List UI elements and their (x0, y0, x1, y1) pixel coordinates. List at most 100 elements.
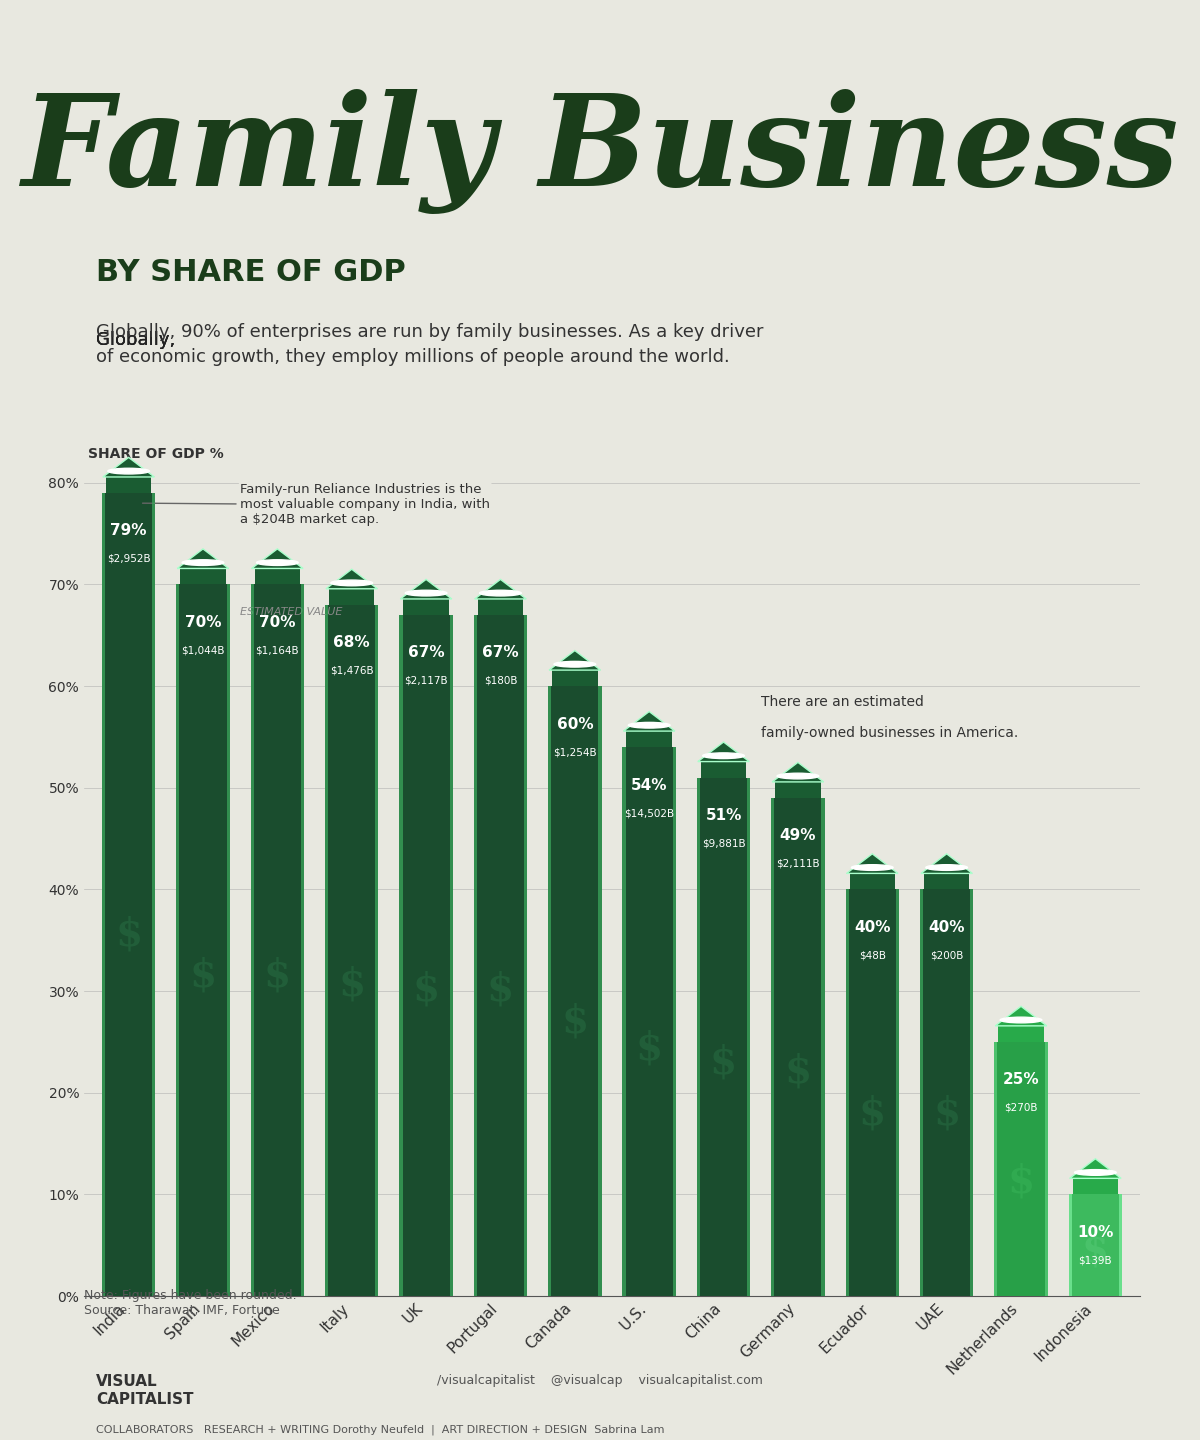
Bar (924, 874, 970, 890)
Circle shape (778, 773, 818, 779)
Bar (772, 798, 774, 1296)
Bar (673, 747, 676, 1296)
Bar (301, 585, 304, 1296)
Text: $2,117B: $2,117B (404, 675, 448, 685)
Text: 68%: 68% (334, 635, 370, 651)
Text: 51%: 51% (706, 808, 742, 824)
Text: Globally,: Globally, (96, 331, 181, 348)
Bar (697, 778, 700, 1296)
Bar (748, 778, 750, 1296)
Text: SHARE OF GDP %: SHARE OF GDP % (88, 446, 223, 461)
Circle shape (1074, 1169, 1116, 1175)
Bar (1044, 1043, 1048, 1296)
Text: 40%: 40% (929, 920, 965, 935)
Circle shape (182, 560, 224, 566)
Text: $: $ (338, 966, 365, 1004)
Text: $: $ (115, 916, 142, 953)
Text: $: $ (487, 971, 514, 1008)
Text: $2,952B: $2,952B (107, 554, 150, 564)
Bar (846, 890, 899, 1296)
Bar (697, 778, 750, 1296)
Bar (176, 585, 180, 1296)
Bar (822, 798, 824, 1296)
Bar (626, 732, 672, 747)
Polygon shape (624, 711, 674, 732)
Text: ESTIMATED VALUE: ESTIMATED VALUE (240, 608, 342, 616)
Bar (1069, 1194, 1122, 1296)
Bar (400, 615, 402, 1296)
Bar (599, 685, 601, 1296)
Text: $: $ (562, 1002, 588, 1041)
Text: Family-run Reliance Industries is the
most valuable company in India, with
a $20: Family-run Reliance Industries is the mo… (143, 484, 490, 527)
Circle shape (703, 753, 744, 759)
Circle shape (629, 723, 670, 729)
Text: $: $ (710, 1044, 737, 1081)
Polygon shape (995, 1007, 1046, 1025)
Text: Family Business: Family Business (22, 89, 1178, 213)
Bar (552, 670, 598, 685)
Text: $14,502B: $14,502B (624, 808, 674, 818)
Text: $: $ (190, 956, 216, 995)
Text: 10%: 10% (1078, 1225, 1114, 1240)
Polygon shape (401, 579, 452, 599)
Text: $: $ (413, 971, 439, 1008)
Circle shape (554, 661, 595, 667)
Polygon shape (252, 549, 304, 569)
Bar (623, 747, 625, 1296)
Circle shape (108, 468, 150, 474)
Polygon shape (178, 549, 229, 569)
Bar (102, 492, 106, 1296)
Text: VISUAL
CAPITALIST: VISUAL CAPITALIST (96, 1374, 193, 1407)
Text: $: $ (1008, 1162, 1034, 1201)
Bar (474, 615, 527, 1296)
Bar (227, 585, 229, 1296)
Text: There are an estimated: There are an estimated (761, 696, 928, 710)
Bar (623, 747, 676, 1296)
Bar (376, 605, 378, 1296)
Text: Globally,: Globally, (96, 331, 181, 348)
Text: Globally, 90% of enterprises are run by family businesses. As a key driver
of ec: Globally, 90% of enterprises are run by … (96, 323, 763, 366)
Bar (329, 589, 374, 605)
Text: 70%: 70% (185, 615, 221, 629)
Bar (920, 890, 923, 1296)
Circle shape (852, 864, 893, 870)
Circle shape (926, 864, 967, 870)
Polygon shape (1069, 1159, 1121, 1178)
Bar (478, 599, 523, 615)
Bar (548, 685, 551, 1296)
Circle shape (480, 590, 521, 596)
Bar (998, 1025, 1044, 1043)
Bar (450, 615, 452, 1296)
Circle shape (406, 590, 446, 596)
Bar (180, 569, 226, 585)
Bar (850, 874, 895, 890)
Polygon shape (550, 651, 600, 670)
Polygon shape (846, 854, 898, 874)
Text: $48B: $48B (859, 950, 886, 960)
Bar (251, 585, 304, 1296)
Text: 54%: 54% (631, 778, 667, 792)
Bar (102, 492, 155, 1296)
Text: $200B: $200B (930, 950, 964, 960)
Text: $9,881B: $9,881B (702, 838, 745, 848)
Bar (152, 492, 155, 1296)
Text: family-owned businesses in America.: family-owned businesses in America. (761, 726, 1018, 740)
Text: 67%: 67% (408, 645, 444, 661)
Text: $: $ (859, 1094, 886, 1132)
Bar (846, 890, 848, 1296)
Bar (971, 890, 973, 1296)
Text: $1,044B: $1,044B (181, 645, 224, 655)
Text: $1,164B: $1,164B (256, 645, 299, 655)
Text: /visualcapitalist    @visualcap    visualcapitalist.com: /visualcapitalist @visualcap visualcapit… (437, 1374, 763, 1388)
Polygon shape (103, 458, 155, 477)
Bar (325, 605, 378, 1296)
Polygon shape (326, 569, 378, 589)
Text: $: $ (1082, 1231, 1109, 1269)
Text: Note: Figures have been rounded.
Source: Tharawat, IMF, Fortune: Note: Figures have been rounded. Source:… (84, 1289, 296, 1316)
Bar (474, 615, 476, 1296)
Bar (106, 477, 151, 492)
Bar (701, 762, 746, 778)
Text: $: $ (785, 1053, 811, 1092)
Text: $2,111B: $2,111B (776, 858, 820, 868)
Text: $180B: $180B (484, 675, 517, 685)
